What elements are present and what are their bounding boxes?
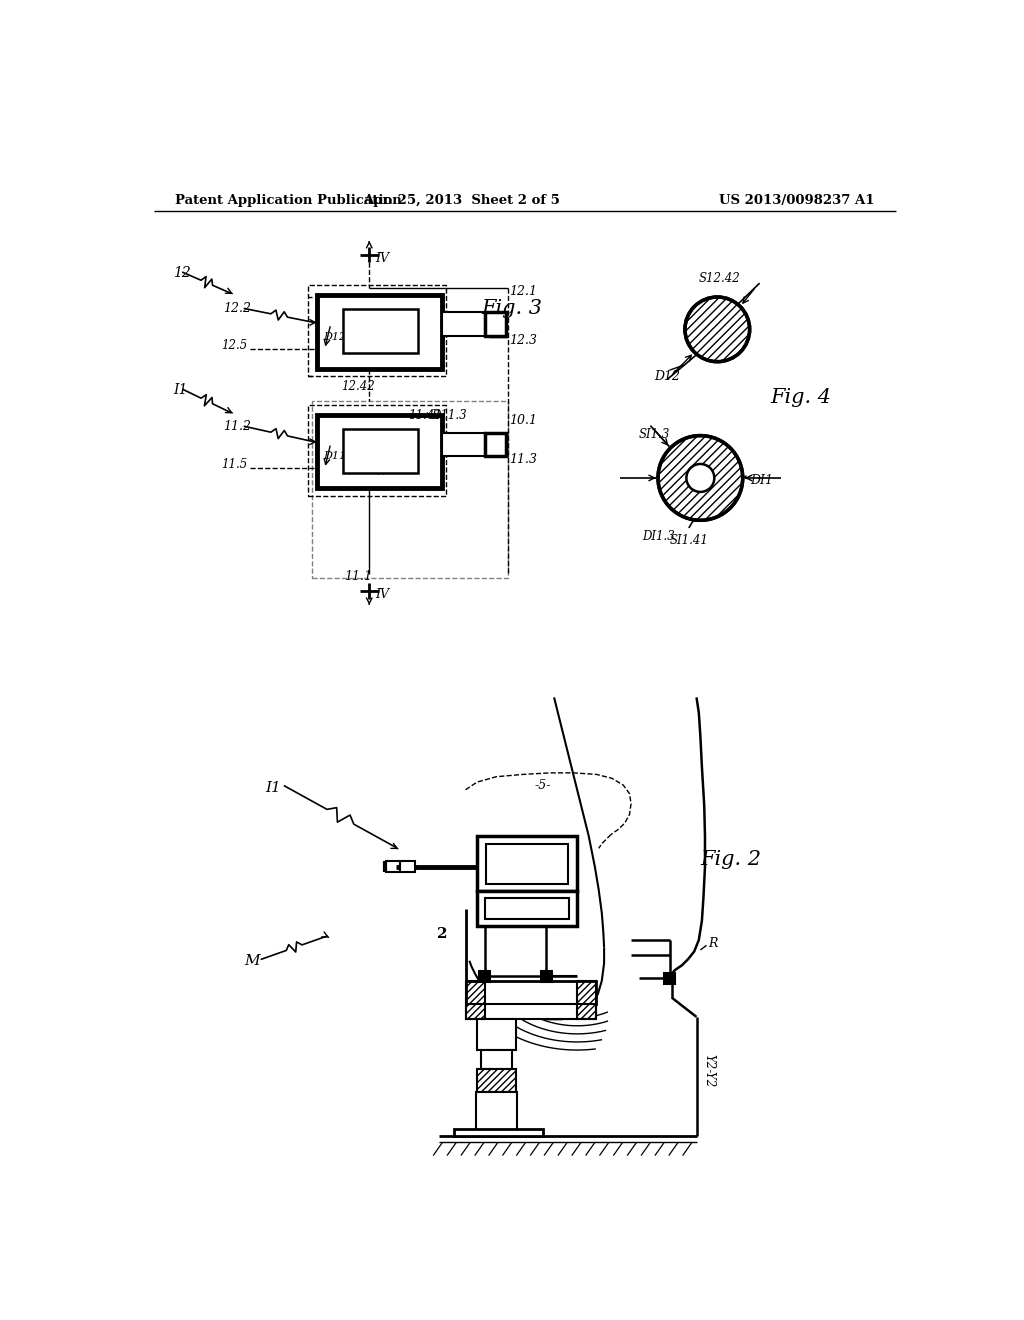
Text: D12: D12 <box>323 333 346 342</box>
Text: -5-: -5- <box>535 779 551 792</box>
Bar <box>343 309 418 354</box>
Bar <box>466 981 596 1003</box>
Bar <box>477 836 578 891</box>
Circle shape <box>685 297 750 362</box>
Text: Y2-Y2: Y2-Y2 <box>702 1055 716 1088</box>
Text: D12: D12 <box>654 370 680 383</box>
Bar <box>343 429 418 473</box>
Circle shape <box>658 436 742 520</box>
Text: Patent Application Publication: Patent Application Publication <box>175 194 402 207</box>
Text: DI1.3: DI1.3 <box>643 529 676 543</box>
Text: SI1.41: SI1.41 <box>670 535 709 548</box>
Bar <box>311 401 508 578</box>
Bar <box>477 1069 515 1093</box>
Bar <box>316 414 442 488</box>
Bar <box>442 433 484 455</box>
Bar <box>400 862 416 873</box>
Bar <box>484 313 506 335</box>
Text: IV: IV <box>376 252 389 265</box>
Text: D11: D11 <box>323 451 346 462</box>
Text: US 2013/0098237 A1: US 2013/0098237 A1 <box>719 194 874 207</box>
Text: I1: I1 <box>173 383 187 397</box>
Bar <box>481 1051 512 1069</box>
Bar <box>541 970 552 982</box>
Text: 11.2: 11.2 <box>223 420 251 433</box>
Text: R: R <box>708 937 718 950</box>
Text: 11.5: 11.5 <box>221 458 248 471</box>
Bar <box>454 1129 543 1137</box>
Text: 12: 12 <box>173 267 190 280</box>
Text: 10.1: 10.1 <box>509 414 538 428</box>
Bar <box>442 313 484 335</box>
Bar <box>477 891 578 927</box>
Bar <box>475 1093 517 1135</box>
Text: IV: IV <box>376 589 389 601</box>
Bar <box>316 296 442 368</box>
Text: 11.1: 11.1 <box>344 570 372 583</box>
Bar <box>486 843 568 884</box>
Circle shape <box>686 463 715 492</box>
Bar <box>307 285 446 376</box>
Bar <box>307 405 446 496</box>
Text: 12.3: 12.3 <box>509 334 538 347</box>
Text: 12.1: 12.1 <box>509 285 538 298</box>
Text: 12.5: 12.5 <box>221 339 248 352</box>
Text: S12.42: S12.42 <box>698 272 740 285</box>
Bar <box>665 973 675 983</box>
Bar <box>477 1019 515 1051</box>
Text: M: M <box>245 954 260 968</box>
Bar <box>466 1003 596 1019</box>
Text: DI1: DI1 <box>751 474 773 487</box>
Text: Fig. 2: Fig. 2 <box>700 850 762 869</box>
Text: Apr. 25, 2013  Sheet 2 of 5: Apr. 25, 2013 Sheet 2 of 5 <box>364 194 560 207</box>
Bar <box>578 981 596 1019</box>
Text: D11.3: D11.3 <box>431 409 467 421</box>
Text: 12.2: 12.2 <box>223 302 251 315</box>
Bar <box>479 970 490 982</box>
Text: Fig. 4: Fig. 4 <box>770 388 830 407</box>
Bar <box>484 433 506 455</box>
Bar <box>466 981 484 1019</box>
Text: I1: I1 <box>265 780 281 795</box>
Text: Fig. 3: Fig. 3 <box>481 300 542 318</box>
Text: 2: 2 <box>437 927 447 941</box>
Text: 12.42: 12.42 <box>341 380 375 393</box>
Bar <box>484 898 569 919</box>
Text: SI1.3: SI1.3 <box>639 428 670 441</box>
Text: 11.3: 11.3 <box>509 453 538 466</box>
Text: -9-: -9- <box>519 859 536 871</box>
Text: -11.4-: -11.4- <box>366 449 396 458</box>
Text: -6-: -6- <box>519 898 536 911</box>
Text: 11.41: 11.41 <box>408 409 441 421</box>
Text: -12.4-: -12.4- <box>366 330 396 338</box>
